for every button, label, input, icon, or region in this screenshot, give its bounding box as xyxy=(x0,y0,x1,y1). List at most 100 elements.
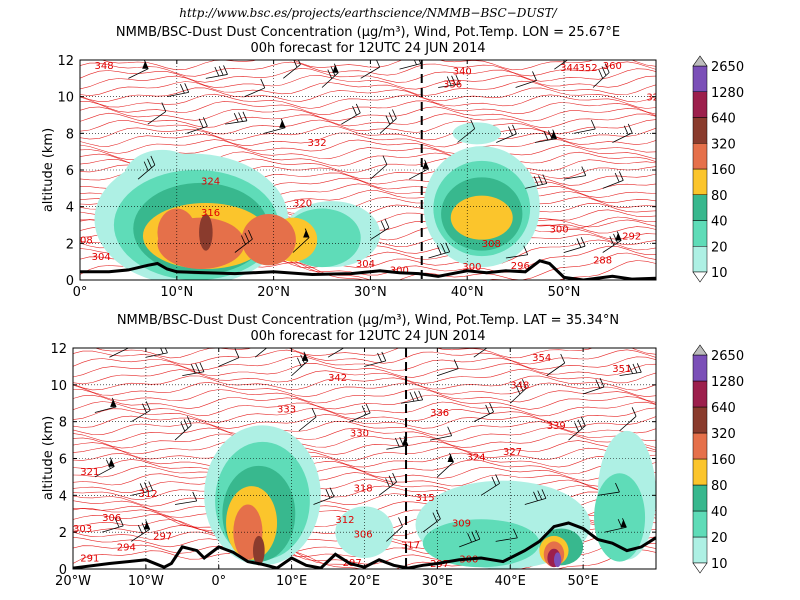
bottom-colorbar-tick-label: 640 xyxy=(711,401,736,416)
top-wind-barb xyxy=(602,231,622,253)
bottom-wind-barb xyxy=(604,518,627,533)
bottom-colorbar-tick-label: 80 xyxy=(711,479,728,494)
bottom-isentrope-line xyxy=(73,439,656,455)
top-wind-barb xyxy=(234,230,253,253)
bottom-colorbar-segment xyxy=(692,354,708,382)
top-isentrope-line xyxy=(80,125,656,141)
bottom-colorbar-segment xyxy=(692,432,708,460)
top-colorbar-segment xyxy=(692,168,708,195)
bottom-isentrope-label: 348 xyxy=(510,381,529,392)
panel-bottom-title-line2: 00h forecast for 12UTC 24 JUN 2014 xyxy=(250,329,485,344)
top-isentrope-line xyxy=(80,106,656,122)
top-isentrope-label: 288 xyxy=(593,256,612,267)
bottom-isentrope-line xyxy=(73,381,656,398)
panel-bottom-plot: 345 354 342 351 348 333 336 330 339 324 327 321 318 3… xyxy=(50,342,657,589)
top-colorbar-tick-label: 1280 xyxy=(711,86,744,101)
bottom-colorbar-max-arrow xyxy=(692,344,708,356)
bottom-wind-barb xyxy=(131,520,151,542)
bottom-wind-barb xyxy=(459,529,481,548)
bottom-wind-barb xyxy=(298,407,317,432)
bottom-wind-barb xyxy=(291,351,309,376)
top-ytick-label: 4 xyxy=(66,201,74,216)
bottom-wind-barb xyxy=(524,489,547,505)
top-isentrope-label: 08 xyxy=(80,235,93,246)
top-isentrope-label: 344 xyxy=(560,63,579,74)
top-isentrope-line xyxy=(80,100,656,116)
top-ytick-label: 6 xyxy=(66,164,74,179)
top-wind-barb xyxy=(263,118,286,134)
bottom-colorbar-tick-label: 320 xyxy=(711,427,736,442)
top-wind-barb xyxy=(292,228,310,253)
bottom-isentrope-label: 306 xyxy=(354,530,373,541)
bottom-wind-barb xyxy=(400,390,424,404)
bottom-isentrope-label: 317 xyxy=(401,541,420,552)
bottom-colorbar-segment xyxy=(692,458,708,486)
top-colorbar-segment xyxy=(692,143,708,170)
top-isentrope-label: 300 xyxy=(462,262,481,273)
bottom-wind-barb xyxy=(349,403,371,423)
bottom-ytick-label: 6 xyxy=(59,453,67,468)
top-wind-barb xyxy=(167,83,190,98)
top-xtick-label: 10°N xyxy=(160,285,193,300)
top-isentrope-line xyxy=(80,138,656,154)
bottom-wind-barb xyxy=(619,363,642,377)
top-isentrope-label: 296 xyxy=(511,261,530,272)
bottom-wind-barb xyxy=(422,509,441,533)
top-wind-barb xyxy=(399,60,422,70)
bottom-ytick-label: 2 xyxy=(59,526,67,541)
top-isentrope-label: 320 xyxy=(293,199,312,210)
top-wind-barb xyxy=(283,60,301,79)
top-wind-barb xyxy=(438,74,461,88)
top-colorbar-segment xyxy=(692,65,708,92)
bottom-xtick-label: 10°E xyxy=(276,574,307,589)
top-colorbar-tick-label: 640 xyxy=(711,112,736,127)
bottom-wind-barb xyxy=(437,452,454,478)
top-xtick-label: 30°N xyxy=(354,285,387,300)
bottom-isentrope-label: 351 xyxy=(612,364,631,375)
bottom-isentrope-line xyxy=(73,452,656,468)
bottom-isentrope-label: 318 xyxy=(354,484,373,495)
top-wind-barb xyxy=(186,117,208,134)
bottom-wind-barb xyxy=(378,472,397,496)
bottom-isentrope-label: 324 xyxy=(467,452,486,463)
top-colorbar-tick-label: 20 xyxy=(711,240,728,255)
bottom-isentrope-label: 306 xyxy=(102,513,121,524)
bottom-xtick-label: 50°E xyxy=(567,574,598,589)
bottom-wind-barb xyxy=(582,377,605,395)
top-colorbar-min-arrow xyxy=(692,271,708,283)
bottom-wind-barb xyxy=(174,416,192,441)
panel-bottom-colorbar: 10 20 40 80 160 320 640 1280 2650 xyxy=(692,344,744,574)
top-dust-shading xyxy=(94,122,540,280)
top-isentrope-label: 304 xyxy=(92,252,111,263)
bottom-colorbar-tick-label: 10 xyxy=(711,557,728,572)
top-xtick-label: 20°N xyxy=(257,285,290,300)
bottom-wind-barb xyxy=(313,487,335,505)
bottom-isentrope-label: 342 xyxy=(328,373,347,384)
top-grid xyxy=(80,60,656,280)
top-colorbar-segment xyxy=(692,117,708,144)
top-isentrope-line xyxy=(80,93,656,109)
bottom-ytick-label: 12 xyxy=(50,342,67,357)
top-wind-barb xyxy=(457,119,476,143)
top-wind-barb xyxy=(370,155,388,180)
bottom-colorbar-tick-label: 1280 xyxy=(711,375,744,390)
top-wind-barb xyxy=(341,103,361,125)
bottom-dust-cell xyxy=(553,552,562,568)
bottom-grid xyxy=(73,348,656,569)
top-ytick-label: 2 xyxy=(66,237,74,252)
top-terrain-line xyxy=(80,259,656,280)
bottom-wind-barb xyxy=(509,379,527,404)
top-wind-barb xyxy=(505,245,529,259)
top-isentrope-label: 292 xyxy=(622,232,641,243)
bottom-colorbar-tick-label: 160 xyxy=(711,453,736,468)
bottom-wind-barb xyxy=(386,436,409,450)
bottom-wind-barb xyxy=(480,474,500,496)
bottom-colorbar-min-arrow xyxy=(692,562,708,574)
source-url: http://www.bsc.es/projects/earthscience/… xyxy=(179,6,558,20)
top-ytick-label: 10 xyxy=(57,91,74,106)
panel-top-title-line1: NMMB/BSC-Dust Dust Concentration (µg/m³)… xyxy=(116,25,620,40)
top-colorbar-segment xyxy=(692,220,708,247)
bottom-isentrope-label: 312 xyxy=(335,515,354,526)
bottom-plot-area: 345 354 342 351 348 333 336 330 339 324 327 321 318 3… xyxy=(73,348,656,569)
